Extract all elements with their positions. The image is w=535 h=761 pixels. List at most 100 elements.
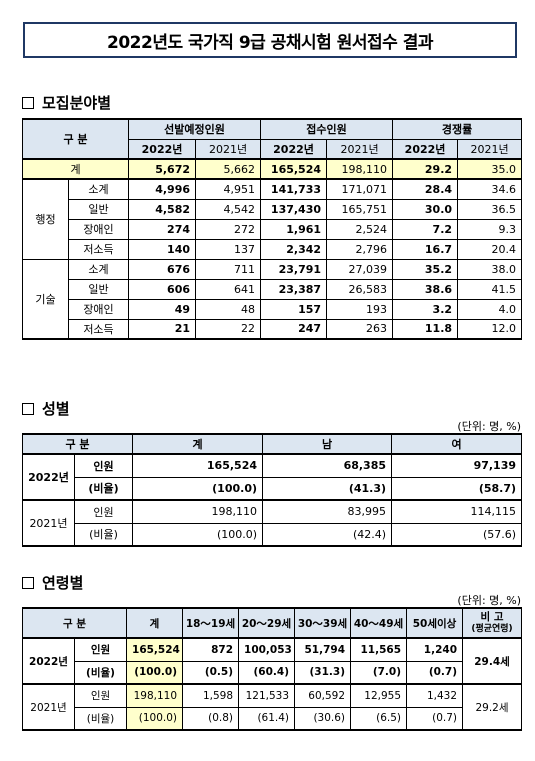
header-total: 계 xyxy=(126,607,184,639)
cell: 114,115 xyxy=(391,499,523,524)
group-label: 행정 xyxy=(22,178,69,260)
unit-label: (단위: 명, %) xyxy=(457,420,521,433)
cell: 198,110 xyxy=(132,499,264,524)
cell: 97,139 xyxy=(391,453,523,478)
cell: 165,524 xyxy=(260,158,328,180)
header-year: 2022년 xyxy=(392,138,459,160)
average-age: 29.2세 xyxy=(462,683,523,731)
cell: 198,110 xyxy=(126,683,184,708)
table-row: 일반 4,582 4,542 137,430 165,751 30.0 36.5 xyxy=(23,198,523,220)
cell: 641 xyxy=(195,278,262,300)
cell: (0.7) xyxy=(406,660,464,685)
cell: 49 xyxy=(128,298,197,320)
cell: 247 xyxy=(260,318,328,340)
row-label: 저소득 xyxy=(67,238,130,260)
cell: 140 xyxy=(128,238,197,260)
cell: 38.0 xyxy=(457,258,523,280)
cell: 36.5 xyxy=(457,198,523,220)
cell: 272 xyxy=(195,218,262,240)
cell: 12,955 xyxy=(350,683,408,708)
row-label: 소계 xyxy=(67,258,130,280)
year-label: 2021년 xyxy=(22,499,75,547)
header-note-sub: (평균연령) xyxy=(471,624,513,634)
header-year: 2022년 xyxy=(260,138,328,160)
table-row: 2021년 인원 198,110 1,598 121,533 60,592 12… xyxy=(22,683,523,731)
cell: 165,524 xyxy=(126,637,184,662)
cell: (58.7) xyxy=(391,476,523,501)
section-age-title: 연령별 xyxy=(22,572,83,593)
row-label: (비율) xyxy=(73,476,134,501)
table-row: 2021년 인원 198,110 83,995 114,115 xyxy=(22,499,523,547)
table-row: 행정 소계 4,996 4,951 141,733 171,071 28.4 3… xyxy=(22,178,523,260)
cell: 30.0 xyxy=(392,198,459,220)
header-age-18-19: 18～19세 xyxy=(182,607,240,639)
table-row: 장애인 49 48 157 193 3.2 4.0 xyxy=(23,298,523,320)
year-label: 2022년 xyxy=(22,637,75,685)
table-row: 2022년 인원 165,524 68,385 97,139 xyxy=(22,453,523,501)
header-year: 2022년 xyxy=(128,138,197,160)
table-row: 기술 소계 676 711 23,791 27,039 35.2 38.0 xyxy=(22,258,523,340)
cell: 141,733 xyxy=(260,178,328,200)
group-label: 기술 xyxy=(22,258,69,340)
cell: 711 xyxy=(195,258,262,280)
cell: 1,432 xyxy=(406,683,464,708)
cell: 165,751 xyxy=(326,198,394,220)
cell: (30.6) xyxy=(294,706,352,731)
cell: 22 xyxy=(195,318,262,340)
cell: 171,071 xyxy=(326,178,394,200)
table-row: 일반 606 641 23,387 26,583 38.6 41.5 xyxy=(23,278,523,300)
cell: 1,240 xyxy=(406,637,464,662)
cell: 4,996 xyxy=(128,178,197,200)
header-gubun: 구 분 xyxy=(21,433,134,455)
cell: (100.0) xyxy=(132,476,264,501)
cell: 83,995 xyxy=(262,499,393,524)
cell: 4.0 xyxy=(457,298,523,320)
cell: (31.3) xyxy=(294,660,352,685)
total-row: 계 5,672 5,662 165,524 198,110 29.2 35.0 xyxy=(21,158,523,180)
row-label: (비율) xyxy=(73,660,128,685)
cell: 35.0 xyxy=(457,158,523,180)
header-male: 남 xyxy=(262,433,393,455)
table-row: (비율) (100.0) (42.4) (57.6) xyxy=(22,522,523,547)
cell: 51,794 xyxy=(294,637,352,662)
header-selection-planned: 선발예정인원 xyxy=(128,118,262,140)
cell: 5,672 xyxy=(128,158,197,180)
recruit-field-table: 구 분 선발예정인원 접수인원 경쟁률 2022년 2021년 2022년 20… xyxy=(21,118,523,340)
cell: (7.0) xyxy=(350,660,408,685)
cell: 23,791 xyxy=(260,258,328,280)
cell: 5,662 xyxy=(195,158,262,180)
header-year: 2021년 xyxy=(326,138,394,160)
header-age-30-39: 30～39세 xyxy=(294,607,352,639)
cell: (6.5) xyxy=(350,706,408,731)
header-age-20-29: 20～29세 xyxy=(238,607,296,639)
cell: (41.3) xyxy=(262,476,393,501)
cell: 11,565 xyxy=(350,637,408,662)
cell: 193 xyxy=(326,298,394,320)
table-row: (비율) (100.0) (41.3) (58.7) xyxy=(22,476,523,501)
cell: 28.4 xyxy=(392,178,459,200)
cell: 157 xyxy=(260,298,328,320)
row-label: (비율) xyxy=(73,522,134,547)
header-age-50-plus: 50세이상 xyxy=(406,607,464,639)
row-label: 인원 xyxy=(73,683,128,708)
header-year: 2021년 xyxy=(457,138,523,160)
cell: 2,796 xyxy=(326,238,394,260)
cell: 2,342 xyxy=(260,238,328,260)
cell: (57.6) xyxy=(391,522,523,547)
header-note-label: 비 고 xyxy=(480,611,504,623)
cell: 68,385 xyxy=(262,453,393,478)
row-label: 저소득 xyxy=(67,318,130,340)
cell: 34.6 xyxy=(457,178,523,200)
header-age-40-49: 40～49세 xyxy=(350,607,408,639)
cell: 165,524 xyxy=(132,453,264,478)
header-gubun: 구 분 xyxy=(21,607,128,639)
cell: 4,542 xyxy=(195,198,262,220)
header-female: 여 xyxy=(391,433,523,455)
section-gender-title: 성별 xyxy=(22,398,70,419)
header-applicants: 접수인원 xyxy=(260,118,394,140)
row-label: 인원 xyxy=(73,637,128,662)
cell: 1,598 xyxy=(182,683,240,708)
document-title: 2022년도 국가직 9급 공채시험 원서접수 결과 xyxy=(23,22,517,58)
cell: (60.4) xyxy=(238,660,296,685)
cell: 872 xyxy=(182,637,240,662)
